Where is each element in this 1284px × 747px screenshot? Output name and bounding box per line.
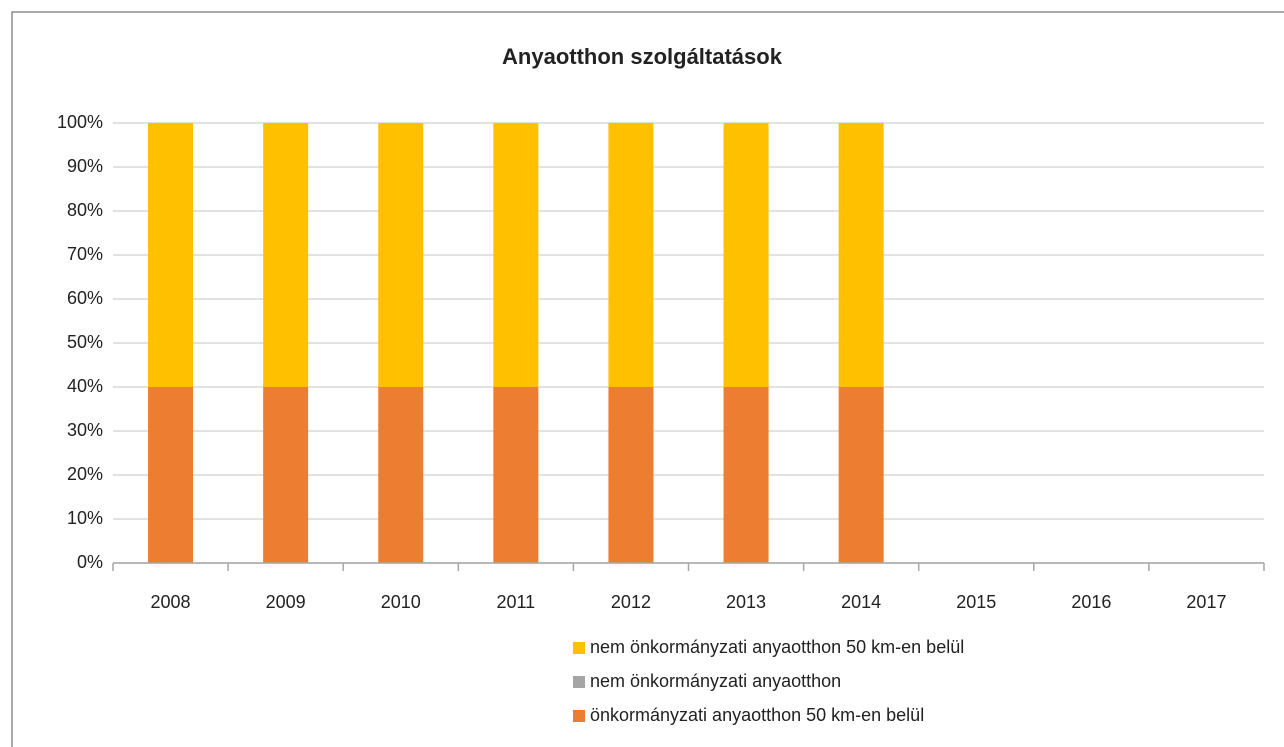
y-tick-label: 80% [67,200,103,220]
y-tick-label: 50% [67,332,103,352]
bar-segment [608,387,654,563]
bar-segment [493,123,539,387]
legend-swatch [573,710,585,722]
y-tick-label: 10% [67,508,103,528]
y-tick-label: 90% [67,156,103,176]
chart-border [11,11,1284,747]
legend-swatch [573,642,585,654]
bar-segment [608,123,654,387]
legend-label: önkormányzati anyaotthon 50 km-en belül [590,705,924,725]
x-tick-label: 2009 [266,592,306,612]
x-tick-label: 2011 [496,592,535,612]
x-tick-label: 2010 [381,592,421,612]
x-tick-label: 2014 [841,592,881,612]
legend-label: nem önkormányzati anyaotthon [590,671,841,691]
legend-swatch [573,676,585,688]
legend-label: nem önkormányzati anyaotthon 50 km-en be… [590,637,964,657]
bar-segment [263,387,309,563]
bar-segment [378,123,424,387]
y-tick-label: 100% [57,112,103,132]
bar-segment [493,387,539,563]
x-tick-label: 2008 [151,592,191,612]
bar-segment [378,387,424,563]
y-tick-label: 60% [67,288,103,308]
x-tick-label: 2017 [1186,592,1226,612]
bar-segment [723,387,769,563]
bar-segment [723,123,769,387]
y-tick-label: 70% [67,244,103,264]
x-tick-label: 2013 [726,592,766,612]
x-tick-label: 2015 [956,592,996,612]
bar-segment [838,123,884,387]
chart-title: Anyaotthon szolgáltatások [502,44,783,69]
y-tick-label: 30% [67,420,103,440]
bar-segment [148,387,194,563]
x-tick-label: 2016 [1071,592,1111,612]
y-tick-label: 0% [77,552,103,572]
y-tick-label: 20% [67,464,103,484]
bar-segment [148,123,194,387]
bar-segment [263,123,309,387]
y-tick-label: 40% [67,376,103,396]
bar-segment [838,387,884,563]
x-tick-label: 2012 [611,592,651,612]
